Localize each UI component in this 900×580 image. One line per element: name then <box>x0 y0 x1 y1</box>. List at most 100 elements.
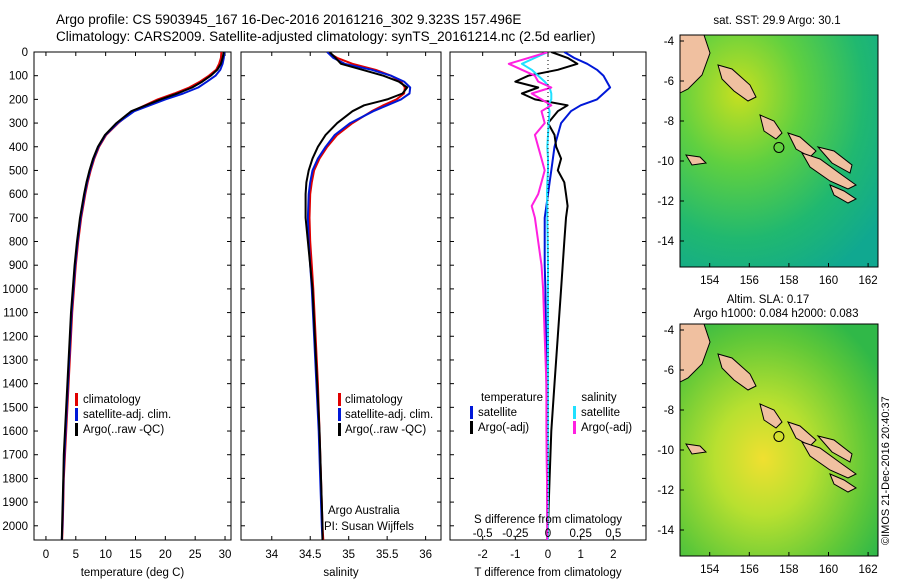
m2-land <box>829 473 857 493</box>
m1-land <box>759 114 783 140</box>
t-xtick-label: 20 <box>159 549 172 561</box>
ytick-label: 500 <box>9 165 28 177</box>
ytick-label: 1000 <box>2 284 28 296</box>
m1-ytick-label: -14 <box>657 236 674 248</box>
timestamp-stamp: ©IMOS 21-Dec-2016 20:40:37 <box>880 396 892 545</box>
t-legend-swatch <box>75 423 78 436</box>
s-legend-label: Argo(..raw -QC) <box>345 424 426 436</box>
m2-land <box>800 441 857 479</box>
pi-label: PI: Susan Wijffels <box>324 521 414 533</box>
s-xtick-label: 36 <box>419 549 432 561</box>
m1-xtick-label: 158 <box>779 275 798 287</box>
t-legend-label: climatology <box>83 394 141 406</box>
m2-ytick-label: -12 <box>657 485 674 497</box>
t-line-argo-raw-qc- <box>60 52 225 540</box>
m2-xtick-label: 156 <box>740 564 759 576</box>
d-legend-title-t: temperature <box>481 392 543 404</box>
s-xlabel: salinity <box>323 567 358 579</box>
d-line-s-argo-adj- <box>507 52 553 540</box>
s-xtick-label: 35 <box>342 549 355 561</box>
m1-land <box>680 35 711 94</box>
ytick-label: 1400 <box>2 379 28 391</box>
m2-ytick-label: -10 <box>657 445 674 457</box>
t-xtick-label: 10 <box>99 549 112 561</box>
s-line-climatology <box>308 52 406 540</box>
m2-field-bg <box>680 324 878 556</box>
d-xtick-label: -2 <box>478 549 488 561</box>
m2-xtick-label: 158 <box>779 564 798 576</box>
m1-land <box>829 184 857 204</box>
d-legend-label: Argo(-adj) <box>478 422 529 434</box>
m1-frame <box>679 34 879 268</box>
m1-ytick-label: -4 <box>664 36 675 48</box>
d-xlabel2: S difference from climatology <box>474 514 622 526</box>
m2-ytick-label: -4 <box>664 325 675 337</box>
ytick-label: 1100 <box>3 308 28 320</box>
d-legend-swatch <box>470 406 473 419</box>
m1-argo-marker <box>773 141 785 153</box>
t-panel: 0 5 10 15 20 25 30 temperature (deg C) 0 100 200 30… <box>2 47 232 579</box>
t-xlabel: temperature (deg C) <box>81 567 185 579</box>
ytick-label: 400 <box>9 142 28 154</box>
m1-land <box>816 146 853 174</box>
d-line-t-satellite <box>543 52 612 540</box>
m1-field <box>680 35 878 267</box>
m2-land <box>787 421 817 447</box>
t-xtick-label: 25 <box>189 549 202 561</box>
ytick-label: 800 <box>9 237 28 249</box>
m1-land <box>717 64 757 102</box>
m1-map: 154 156 158 160 162 -4 -6 -8 -10 -12 -14 sat. SST: … <box>657 15 879 287</box>
d-xlabel: T difference from climatology <box>474 567 621 579</box>
m1-land <box>787 132 817 158</box>
d-legend-label: Argo(-adj) <box>581 422 632 434</box>
m1-field-bg <box>680 35 878 267</box>
t-legend-label: satellite-adj. clim. <box>83 409 171 421</box>
d-stick-label: 0 <box>545 528 551 540</box>
m1-xtick-label: 162 <box>859 275 878 287</box>
t-legend-label: Argo(..raw -QC) <box>83 424 164 436</box>
d-stick-label: -0.25 <box>502 528 528 540</box>
m2-ytick-label: -14 <box>657 525 674 537</box>
m2-land <box>717 353 757 391</box>
s-legend-swatch <box>338 423 341 436</box>
ytick-label: 600 <box>9 189 28 201</box>
t-xtick-label: 0 <box>43 549 49 561</box>
s-frame <box>240 51 442 541</box>
m1-xtick-label: 154 <box>700 275 720 287</box>
m2-ytick-label: -6 <box>664 365 674 377</box>
t-series-group <box>60 52 226 540</box>
d-legend-title-s: salinity <box>581 392 616 404</box>
m2-ytick-label: -8 <box>664 405 674 417</box>
d-legend-swatch <box>573 406 576 419</box>
d-panel: -2 -1 0 1 2 T difference from climatology -0.5… <box>449 51 647 579</box>
s-line-satellite-adj-clim- <box>306 52 412 540</box>
d-series-group <box>507 52 612 540</box>
ytick-label: 2000 <box>2 521 28 533</box>
t-xtick-label: 5 <box>73 549 79 561</box>
s-xtick-label: 34 <box>265 549 278 561</box>
m2-argo-marker <box>773 430 785 442</box>
s-xtick-label: 35.5 <box>376 549 398 561</box>
d-xtick-label: 1 <box>577 549 583 561</box>
d-legend-swatch <box>573 421 576 434</box>
climatology-title: Climatology: CARS2009. Satellite-adjuste… <box>56 29 596 44</box>
m2-land <box>680 324 711 383</box>
ytick-label: 1300 <box>2 355 28 367</box>
t-legend-swatch <box>75 393 78 406</box>
d-xtick-label: -1 <box>510 549 520 561</box>
t-xtick-label: 15 <box>129 549 142 561</box>
m2-land <box>816 435 853 463</box>
t-frame <box>33 51 232 541</box>
sst-title: sat. SST: 29.9 Argo: 30.1 <box>713 15 840 27</box>
s-line-argo-raw-qc- <box>304 52 409 540</box>
argo-australia-label: Argo Australia <box>328 505 400 517</box>
d-xtick-label: 0 <box>545 549 551 561</box>
m2-xtick-label: 154 <box>700 564 720 576</box>
t-line-satellite-adj-clim- <box>60 52 226 540</box>
ytick-label: 1900 <box>2 497 28 509</box>
m1-xtick-label: 160 <box>819 275 838 287</box>
s-panel: 34 34.5 35 35.5 36 salinity climatology satelli… <box>240 51 442 579</box>
ytick-label: 900 <box>9 260 28 272</box>
ytick-label: 1500 <box>2 402 28 414</box>
